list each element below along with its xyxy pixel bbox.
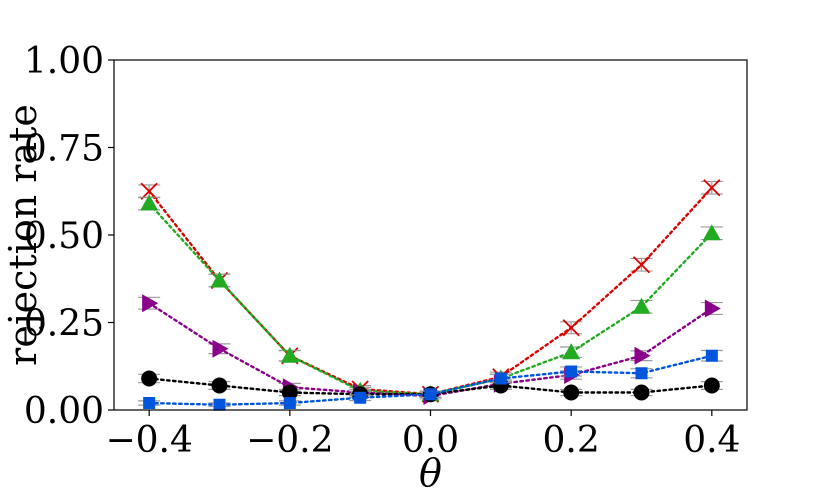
series-1	[138, 194, 723, 402]
marker-x	[140, 182, 158, 200]
series-3	[138, 370, 723, 403]
marker-circle	[281, 384, 298, 401]
marker-square	[565, 365, 578, 378]
y-tick-label: 0.00	[24, 391, 104, 432]
x-tick-label: −0.4	[105, 420, 192, 461]
marker-square	[424, 388, 437, 401]
marker-triangle-up	[140, 194, 159, 211]
marker-triangle-up	[562, 343, 581, 360]
marker-triangle-up	[280, 346, 299, 363]
marker-square	[354, 391, 367, 404]
marker-circle	[141, 370, 158, 387]
plot-layer	[138, 179, 723, 411]
marker-x	[562, 319, 580, 337]
series-4	[138, 349, 723, 411]
series-line	[147, 202, 714, 396]
y-tick-label: 0.75	[24, 129, 104, 170]
marker-square	[635, 367, 648, 380]
marker-square	[143, 397, 156, 409]
x-tick-label: 0.2	[543, 420, 600, 461]
marker-triangle-up	[632, 297, 651, 314]
marker-square	[213, 398, 226, 411]
y-tick-label: 1.00	[24, 41, 104, 82]
x-tick-label: 0.4	[683, 420, 740, 461]
marker-circle	[633, 384, 650, 401]
marker-triangle-up	[210, 271, 229, 288]
x-axis-label: θ	[419, 451, 442, 495]
y-tick-label: 0.25	[24, 304, 104, 345]
y-tick-label: 0.50	[24, 216, 104, 257]
tick-layer: −0.4 −0.2 0.0 0.2 0.4 0.00 0.25 0.50 0.75 1.00	[24, 41, 741, 461]
marker-x	[632, 256, 651, 274]
y-axis-label: rejection rate	[1, 104, 45, 366]
series-line	[147, 186, 714, 396]
marker-circle	[703, 377, 720, 394]
plot-frame	[113, 59, 748, 411]
marker-circle	[563, 384, 580, 401]
x-tick-label: 0.0	[402, 420, 459, 461]
marker-triangle-right	[634, 346, 651, 365]
marker-triangle-right	[704, 299, 721, 318]
marker-x	[703, 179, 721, 197]
marker-triangle-up	[702, 224, 721, 241]
marker-square	[494, 372, 507, 385]
marker-triangle-right	[212, 339, 229, 358]
marker-square	[705, 349, 718, 362]
x-tick-label: −0.2	[246, 420, 333, 461]
marker-circle	[211, 377, 228, 394]
marker-triangle-right	[142, 294, 159, 313]
marker-square	[283, 397, 296, 409]
